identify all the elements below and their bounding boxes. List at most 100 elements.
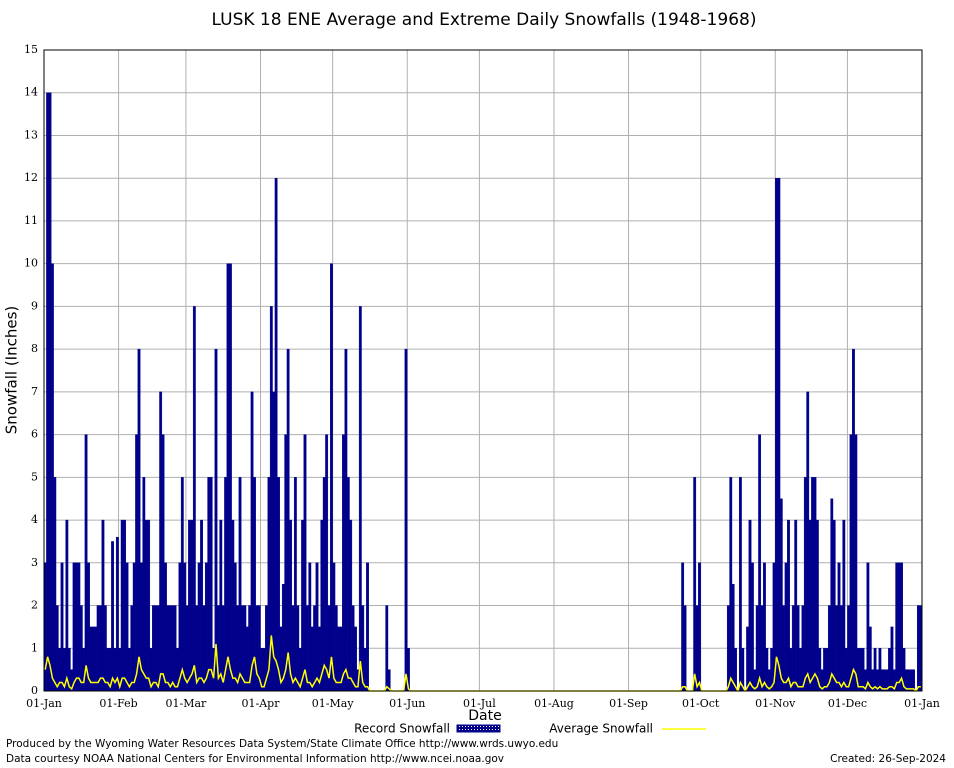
y-tick-label: 11 (24, 214, 38, 227)
bar (342, 434, 345, 692)
bar (909, 669, 913, 692)
bar (82, 648, 86, 692)
bar (231, 519, 235, 692)
bar (698, 562, 701, 692)
bar (782, 605, 786, 692)
bar (103, 605, 107, 692)
bar (115, 536, 119, 692)
x-tick-label: 01-Nov (755, 697, 796, 710)
bar (202, 605, 206, 692)
y-tick-label: 2 (31, 599, 38, 612)
bar (758, 434, 762, 692)
bar (224, 477, 228, 692)
bar (75, 562, 78, 692)
bar (755, 605, 759, 692)
y-tick-label: 6 (31, 428, 38, 441)
bar (895, 562, 899, 692)
bar (91, 626, 95, 692)
bar (897, 562, 901, 692)
bar (51, 263, 54, 692)
bar (852, 348, 855, 692)
bar (84, 434, 88, 692)
bar (72, 562, 76, 692)
bar (137, 348, 141, 692)
bar (301, 519, 304, 692)
x-tick-label: 01-Mar (166, 697, 208, 710)
bar (337, 626, 341, 692)
bar (152, 605, 155, 692)
legend-label: Average Snowfall (549, 722, 653, 736)
bar (801, 605, 805, 692)
bar (866, 562, 870, 692)
bar (349, 519, 353, 692)
bar (250, 391, 254, 692)
x-tick-label: 01-May (312, 697, 355, 710)
bar (185, 605, 189, 692)
bar (351, 605, 355, 692)
bar (358, 306, 362, 692)
bar (916, 605, 920, 692)
bar (308, 562, 312, 692)
bar (823, 648, 826, 692)
bar (912, 669, 915, 692)
bar (847, 605, 851, 692)
bar (811, 477, 814, 692)
legend-label: Record Snowfall (354, 722, 450, 736)
x-tick-label: 01-Jan (904, 697, 940, 710)
bar (79, 605, 83, 692)
bar (60, 562, 64, 692)
y-tick-label: 7 (31, 385, 38, 398)
bar (55, 605, 59, 692)
bar (777, 177, 781, 692)
bar (209, 477, 213, 692)
bar (868, 626, 872, 692)
bar (738, 477, 742, 692)
y-tick-label: 5 (31, 470, 38, 483)
bar (726, 605, 730, 692)
y-tick-label: 8 (31, 342, 38, 355)
bar (164, 562, 167, 692)
bar (161, 434, 165, 692)
bar (200, 519, 203, 692)
bar (837, 562, 841, 692)
bar (366, 562, 369, 692)
bar (854, 434, 858, 692)
bar (354, 626, 357, 692)
bar (147, 519, 151, 692)
bar (168, 605, 172, 692)
bar (310, 626, 314, 692)
x-tick-label: 01-Aug (534, 697, 574, 710)
bar (214, 348, 218, 692)
bar (255, 605, 259, 692)
bar (322, 477, 326, 692)
bar (751, 562, 754, 692)
bar (142, 477, 146, 692)
bar (835, 605, 839, 692)
bar (748, 519, 752, 692)
bar (96, 605, 100, 692)
plot-frame (43, 49, 923, 692)
bar (269, 306, 273, 692)
bar (65, 519, 69, 692)
bar (293, 477, 297, 692)
bar (284, 434, 288, 692)
bar (799, 648, 802, 692)
bar (46, 92, 50, 692)
bar (94, 626, 98, 692)
bar (815, 519, 819, 692)
x-tick-label: 01-Jun (389, 697, 425, 710)
bar (763, 562, 766, 692)
x-axis-label: Date (468, 708, 501, 724)
bar (693, 477, 697, 692)
bar (760, 605, 764, 692)
bar (48, 92, 52, 692)
y-tick-label: 10 (24, 257, 38, 270)
bar (404, 348, 408, 692)
bar (303, 434, 307, 692)
bar (183, 562, 187, 692)
bar (791, 605, 795, 692)
x-tick-label: 01-Oct (682, 697, 720, 710)
bar (113, 648, 117, 692)
